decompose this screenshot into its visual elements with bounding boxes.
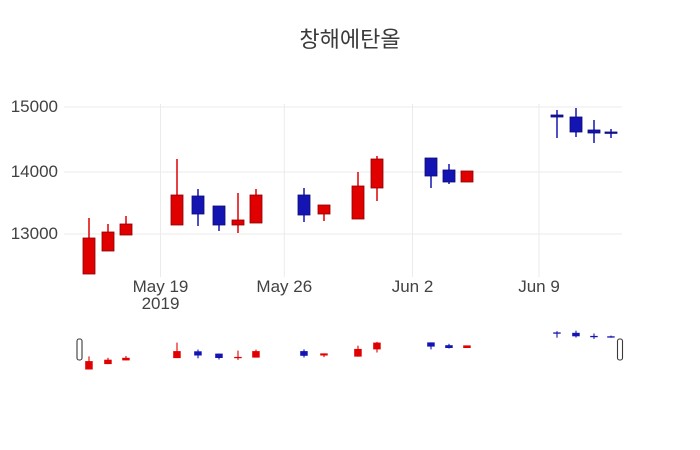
svg-text:Jun 9: Jun 9 [518, 277, 560, 296]
svg-text:14000: 14000 [11, 162, 58, 181]
svg-text:Jun 2: Jun 2 [392, 277, 434, 296]
svg-text:15000: 15000 [11, 97, 58, 116]
svg-text:May 26: May 26 [256, 277, 312, 296]
svg-text:13000: 13000 [11, 224, 58, 243]
svg-text:2019: 2019 [142, 294, 180, 313]
